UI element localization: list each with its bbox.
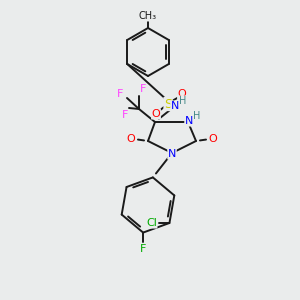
Text: F: F bbox=[117, 89, 123, 99]
Text: N: N bbox=[171, 101, 179, 111]
Text: H: H bbox=[179, 96, 187, 106]
Text: F: F bbox=[140, 244, 146, 254]
Text: CH₃: CH₃ bbox=[139, 11, 157, 21]
Text: F: F bbox=[122, 110, 128, 120]
Text: Cl: Cl bbox=[146, 218, 157, 228]
Text: S: S bbox=[164, 98, 172, 110]
Text: O: O bbox=[208, 134, 217, 144]
Text: N: N bbox=[185, 116, 193, 126]
Text: O: O bbox=[152, 109, 160, 119]
Text: O: O bbox=[127, 134, 135, 144]
Text: H: H bbox=[193, 111, 201, 121]
Text: N: N bbox=[168, 149, 176, 159]
Text: F: F bbox=[140, 84, 146, 94]
Text: O: O bbox=[178, 89, 186, 99]
